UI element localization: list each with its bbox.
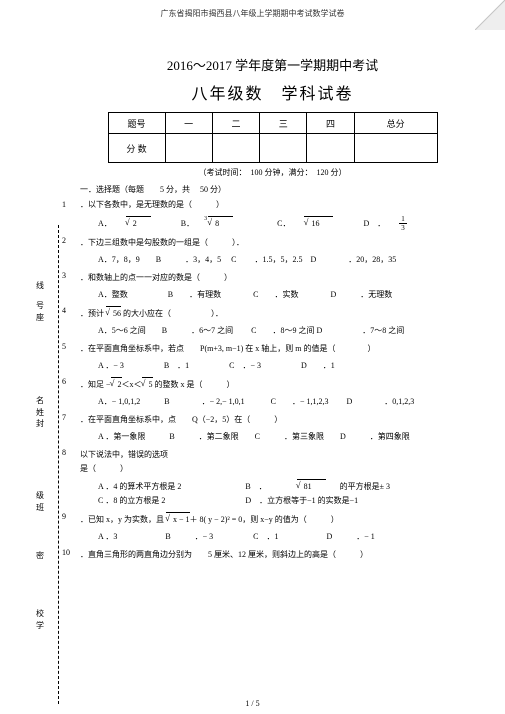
score-head-cell: 三 bbox=[260, 113, 307, 134]
q-num: 10 bbox=[62, 548, 70, 557]
q-num: 5 bbox=[62, 342, 66, 351]
q1-options: A．2 B．38 C．16 D ．13 bbox=[98, 215, 465, 232]
title-year: 2016～2017 学年度第一学期期中考试 bbox=[80, 55, 465, 74]
score-cell bbox=[212, 134, 259, 163]
q6-options: A．− 1,0,1,2 B ．− 2,− 1,0,1 C ．− 1,1,2,3 … bbox=[98, 395, 465, 409]
score-head-cell: 四 bbox=[307, 113, 354, 134]
running-header: 广东省揭阳市揭西县八年级上学期期中考试数学试卷 bbox=[0, 8, 505, 19]
fraction: 13 bbox=[399, 215, 421, 232]
q9-stem: ．已知 x，y 为实数，且 x − 1＋ 8( y − 2)² = 0，则 x−… bbox=[80, 512, 465, 527]
sqrt-icon: 8 bbox=[208, 216, 233, 231]
q10-stem: ．直角三角形的两直角边分别为 5 厘米、12 厘米，则斜边上的高是（ ） bbox=[80, 548, 465, 562]
score-cell: 分 数 bbox=[108, 134, 165, 163]
q7-options: A ．第一象限 B ．第二象限 C ．第三象限 D ．第四象限 bbox=[98, 430, 465, 444]
q8-C: C ．8 的立方根是 2 D ．立方根等于−1 的实数是−1 bbox=[98, 494, 358, 508]
score-head-cell: 二 bbox=[212, 113, 259, 134]
q9-options: A ．3 B ．− 3 C ．1 D ．− 1 bbox=[98, 530, 465, 544]
q-num: 3 bbox=[62, 271, 66, 280]
q7-stem: ．在平面直角坐标系中，点 Q（−2，5）在（ ） bbox=[80, 413, 465, 427]
q3-options: A．整数 B ．有理数 C ．实数 D ．无理数 bbox=[98, 288, 465, 302]
score-cell bbox=[354, 134, 437, 163]
q-num: 9 bbox=[62, 512, 66, 521]
q8-A: A ．4 的算术平方根是 2 B ． bbox=[98, 480, 267, 494]
sqrt-icon: 16 bbox=[304, 216, 333, 231]
content-area: 2016～2017 学年度第一学期期中考试 八年级数 学科试卷 题号一二三四总分… bbox=[0, 55, 505, 565]
score-table: 题号一二三四总分 分 数 bbox=[108, 112, 438, 163]
q6-stem: ．知足 −2＜x＜5 的整数 x 是（ ） bbox=[80, 377, 465, 392]
score-cell bbox=[165, 134, 212, 163]
exam-timing: （考试时间： 100 分钟，满分： 120 分） bbox=[80, 167, 465, 178]
q8-stem: 以下说法中，错误的选项是（ ） bbox=[80, 448, 465, 476]
sqrt-icon: 2 bbox=[126, 216, 151, 231]
score-head-cell: 题号 bbox=[108, 113, 165, 134]
q3-stem: ．和数轴上的点一一对应的数是（ ） bbox=[80, 271, 465, 285]
q-num: 8 bbox=[62, 448, 66, 457]
section-1-title: 一．选择题（每题 5 分，共 50 分） bbox=[80, 184, 465, 195]
q4-options: A．5～6 之间 B ．6～7 之间 C ．8～9 之间 D ．7～8 之间 bbox=[98, 324, 465, 338]
score-cell bbox=[260, 134, 307, 163]
title-subject: 八年级数 学科试卷 bbox=[80, 80, 465, 104]
q-num: 7 bbox=[62, 413, 66, 422]
score-head-cell: 一 bbox=[165, 113, 212, 134]
q4-stem: ．预计 56 的大小应在（ ）． bbox=[80, 306, 465, 321]
q1-B: B． bbox=[181, 217, 194, 231]
q8-options: A ．4 的算术平方根是 2 B ． 81 的平方根是± 3 C ．8 的立方根… bbox=[98, 479, 465, 508]
q-num: 1 bbox=[62, 200, 66, 209]
sqrt-icon: x − 1 bbox=[166, 512, 190, 527]
sqrt-icon: 81 bbox=[297, 479, 326, 494]
sqrt-icon: 2 bbox=[111, 377, 122, 392]
sqrt-icon: 5 bbox=[142, 377, 153, 392]
q1-stem: ．以下各数中，是无理数的是（ ） bbox=[80, 198, 465, 212]
page-footer: 1 / 5 bbox=[0, 699, 505, 708]
exam-page: 广东省揭阳市揭西县八年级上学期期中考试数学试卷 线号 座名 姓封级 班密校 学 … bbox=[0, 0, 505, 714]
q5-stem: ．在平面直角坐标系中，若点 P(m+3, m−1) 在 x 轴上，则 m 的值是… bbox=[80, 342, 465, 356]
q2-stem: ．下边三组数中是勾股数的一组是（ ）． bbox=[80, 236, 465, 250]
q1-A: A． bbox=[98, 217, 112, 231]
q1-D: D ． bbox=[363, 217, 385, 231]
q-num: 6 bbox=[62, 377, 66, 386]
q2-options: A．7，8，9 B ．3，4，5 C ．1.5，5，2.5 D ．20，28，3… bbox=[98, 253, 465, 267]
score-head-cell: 总分 bbox=[354, 113, 437, 134]
score-cell bbox=[307, 134, 354, 163]
q5-options: A ．− 3 B ．1 C ．− 3 D ．1 bbox=[98, 359, 465, 373]
q-num: 2 bbox=[62, 236, 66, 245]
binding-side-label: 校 学 bbox=[30, 608, 50, 632]
q-num: 4 bbox=[62, 306, 66, 315]
sqrt-icon: 56 bbox=[106, 306, 121, 321]
q1-C: C． bbox=[277, 217, 290, 231]
